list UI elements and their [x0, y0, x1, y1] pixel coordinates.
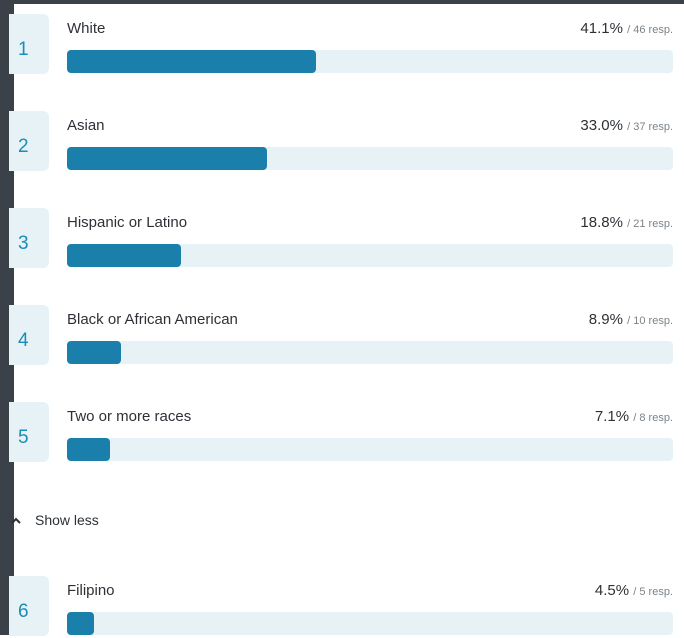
response-count: / 21 resp. — [627, 218, 673, 230]
option-label: Hispanic or Latino — [67, 214, 188, 231]
progress-fill — [67, 244, 181, 267]
response-count: / 46 resp. — [627, 24, 673, 36]
rank-badge: 5 — [9, 402, 49, 462]
rank-badge: 6 — [9, 576, 49, 636]
progress-track — [67, 244, 673, 267]
response-count: / 8 resp. — [633, 412, 673, 424]
percent-value: 41.1% — [580, 20, 623, 37]
rank-badge: 2 — [9, 111, 49, 171]
option-stats: 8.9% / 10 resp. — [589, 311, 673, 328]
option-label: Asian — [67, 117, 105, 134]
option-label: White — [67, 20, 106, 37]
option-label: Black or African American — [67, 311, 238, 328]
percent-value: 4.5% — [594, 582, 630, 599]
option-stats: 4.5% / 5 resp. — [595, 582, 673, 599]
show-less-label: Show less — [35, 512, 99, 528]
response-count: / 5 resp. — [633, 586, 673, 598]
chevron-up-icon — [11, 517, 21, 524]
progress-fill — [67, 50, 317, 73]
response-count: / 10 resp. — [627, 315, 673, 327]
percent-value: 18.8% — [580, 214, 623, 231]
percent-value: 33.0% — [580, 117, 623, 134]
result-row: 5 Two or more races 7.1% / 8 resp. — [0, 402, 684, 464]
option-stats: 33.0% / 37 resp. — [580, 117, 673, 134]
progress-fill — [67, 612, 95, 635]
progress-track — [67, 50, 673, 73]
option-label: Filipino — [67, 582, 115, 599]
result-row: 1 White 41.1% / 46 resp. — [0, 14, 684, 76]
progress-fill — [67, 147, 267, 170]
result-row: 3 Hispanic or Latino 18.8% / 21 resp. — [0, 208, 684, 270]
result-row: 2 Asian 33.0% / 37 resp. — [0, 111, 684, 173]
option-stats: 18.8% / 21 resp. — [580, 214, 673, 231]
rank-badge: 1 — [9, 14, 49, 74]
progress-fill — [67, 438, 111, 461]
progress-track — [67, 438, 673, 461]
result-row: 4 Black or African American 8.9% / 10 re… — [0, 305, 684, 367]
progress-track — [67, 147, 673, 170]
progress-fill — [67, 341, 121, 364]
option-stats: 7.1% / 8 resp. — [595, 408, 673, 425]
rank-badge: 3 — [9, 208, 49, 268]
response-count: / 37 resp. — [627, 121, 673, 133]
window-frame-top — [0, 0, 684, 4]
progress-track — [67, 612, 673, 635]
progress-track — [67, 341, 673, 364]
percent-value: 8.9% — [588, 311, 623, 328]
percent-value: 7.1% — [594, 408, 630, 425]
show-less-toggle[interactable]: Show less — [11, 510, 99, 530]
option-stats: 41.1% / 46 resp. — [580, 20, 673, 37]
rank-badge: 4 — [9, 305, 49, 365]
result-row: 6 Filipino 4.5% / 5 resp. — [0, 576, 684, 638]
option-label: Two or more races — [67, 408, 192, 425]
